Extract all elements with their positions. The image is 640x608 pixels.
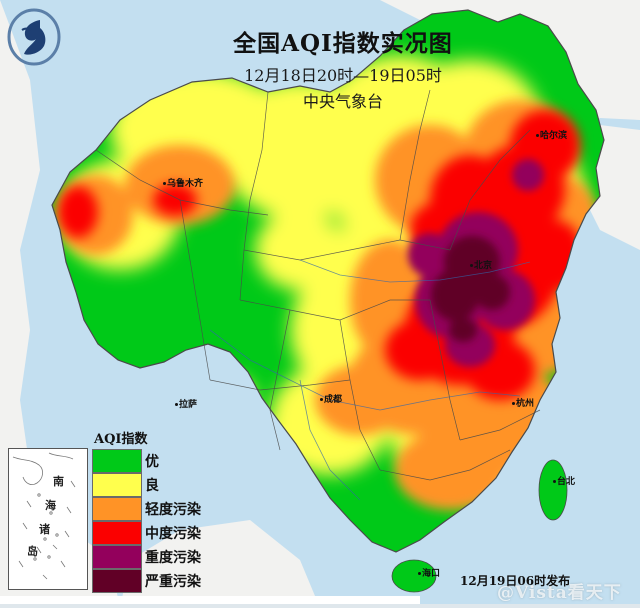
city-marker-dot [470,264,473,267]
legend-swatch [92,545,142,569]
legend-row: 轻度污染 [92,497,201,521]
inset-char-3: 诸 [39,523,50,536]
city-name: 成都 [324,395,343,405]
legend-row: 中度污染 [92,521,201,545]
legend-rows: 优良轻度污染中度污染重度污染严重污染 [92,449,201,593]
city-marker-dot [418,572,421,575]
city-label: 北京 [470,258,492,271]
city-label: 拉萨 [175,397,197,410]
legend-swatch [92,449,142,473]
inset-char-2: 海 [45,499,56,512]
issuer-label: 中央气象台 [302,92,383,111]
bottom-border-line [0,604,640,608]
time-range-subtitle: 12月18日20时—19日05时 [244,66,442,85]
city-marker-dot [512,402,515,405]
legend-label: 良 [145,478,159,494]
city-name: 哈尔滨 [540,131,568,141]
issue-time-label: 12月19日06时发布 [460,574,571,588]
city-name: 北京 [474,261,493,271]
legend-label: 严重污染 [145,574,201,590]
inset-coastline [12,452,76,580]
rivers [209,259,531,501]
city-label: 成都 [320,392,342,405]
legend-swatch [92,569,142,593]
inset-char-4: 岛 [27,545,38,558]
legend-label: 轻度污染 [145,502,201,518]
city-label: 杭州 [512,396,534,409]
south-china-sea-inset: 南 海 诸 岛 [8,448,88,590]
legend-label: 重度污染 [145,550,201,566]
city-name: 台北 [557,477,576,487]
hainan-island [391,559,437,593]
legend-swatch [92,497,142,521]
cma-dragon-logo-icon [7,8,61,66]
legend-row: 优 [92,449,201,473]
legend-row: 重度污染 [92,545,201,569]
city-label: 台北 [553,474,575,487]
city-name: 海口 [422,569,441,579]
legend-swatch [92,521,142,545]
page-title: 全国AQI指数实况图 [233,30,453,57]
city-marker-dot [163,182,166,185]
legend-label: 优 [145,454,159,470]
legend-swatch [92,473,142,497]
inset-char-1: 南 [53,475,64,488]
legend-row: 严重污染 [92,569,201,593]
legend-label: 中度污染 [145,526,201,542]
city-name: 乌鲁木齐 [167,179,204,189]
city-name: 杭州 [516,399,535,409]
aqi-legend: AQI指数 优良轻度污染中度污染重度污染严重污染 [92,428,201,593]
city-name: 拉萨 [179,400,198,410]
city-label: 乌鲁木齐 [163,176,203,189]
city-marker-dot [536,134,539,137]
china-national-border [51,9,605,553]
city-label: 哈尔滨 [536,128,567,141]
legend-row: 良 [92,473,201,497]
city-marker-dot [320,398,323,401]
watermark: @Vista看天下 [497,583,622,603]
city-marker-dot [553,480,556,483]
city-marker-dot [175,403,178,406]
city-label: 海口 [418,566,440,579]
taiwan-island [538,459,568,521]
legend-title: AQI指数 [94,432,148,447]
